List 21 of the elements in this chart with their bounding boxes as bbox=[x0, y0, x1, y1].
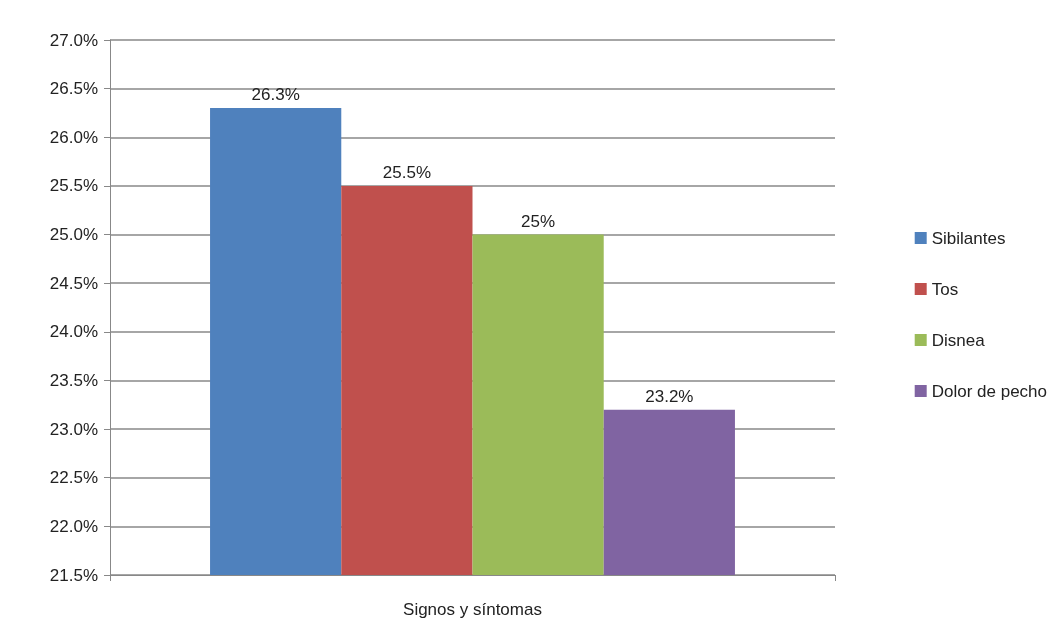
y-tick-label: 23.0% bbox=[49, 419, 98, 439]
data-label: 26.3% bbox=[251, 85, 300, 105]
y-tick-label: 26.5% bbox=[49, 79, 98, 99]
x-axis-title: Signos y síntomas bbox=[403, 600, 542, 619]
y-tick-label: 27.0% bbox=[49, 30, 98, 50]
legend-label: Tos bbox=[931, 279, 959, 299]
y-tick-label: 24.5% bbox=[49, 273, 98, 293]
y-tick-label: 23.5% bbox=[49, 370, 98, 390]
y-tick-label: 25.5% bbox=[49, 176, 98, 196]
y-tick-label: 22.5% bbox=[49, 468, 98, 488]
legend-label: Dolor de pecho bbox=[931, 381, 1048, 401]
data-label: 25.5% bbox=[382, 162, 431, 182]
y-tick-label: 26.0% bbox=[49, 127, 98, 147]
y-tick-label: 24.0% bbox=[49, 322, 98, 342]
y-tick-label: 21.5% bbox=[49, 565, 98, 585]
y-tick-label: 22.0% bbox=[49, 516, 98, 536]
legend-label: Disnea bbox=[931, 330, 986, 350]
data-label: 23.2% bbox=[645, 386, 694, 406]
y-tick-label: 25.0% bbox=[49, 225, 98, 245]
data-label: 25% bbox=[521, 211, 556, 231]
legend-label: Sibilantes bbox=[931, 228, 1006, 248]
